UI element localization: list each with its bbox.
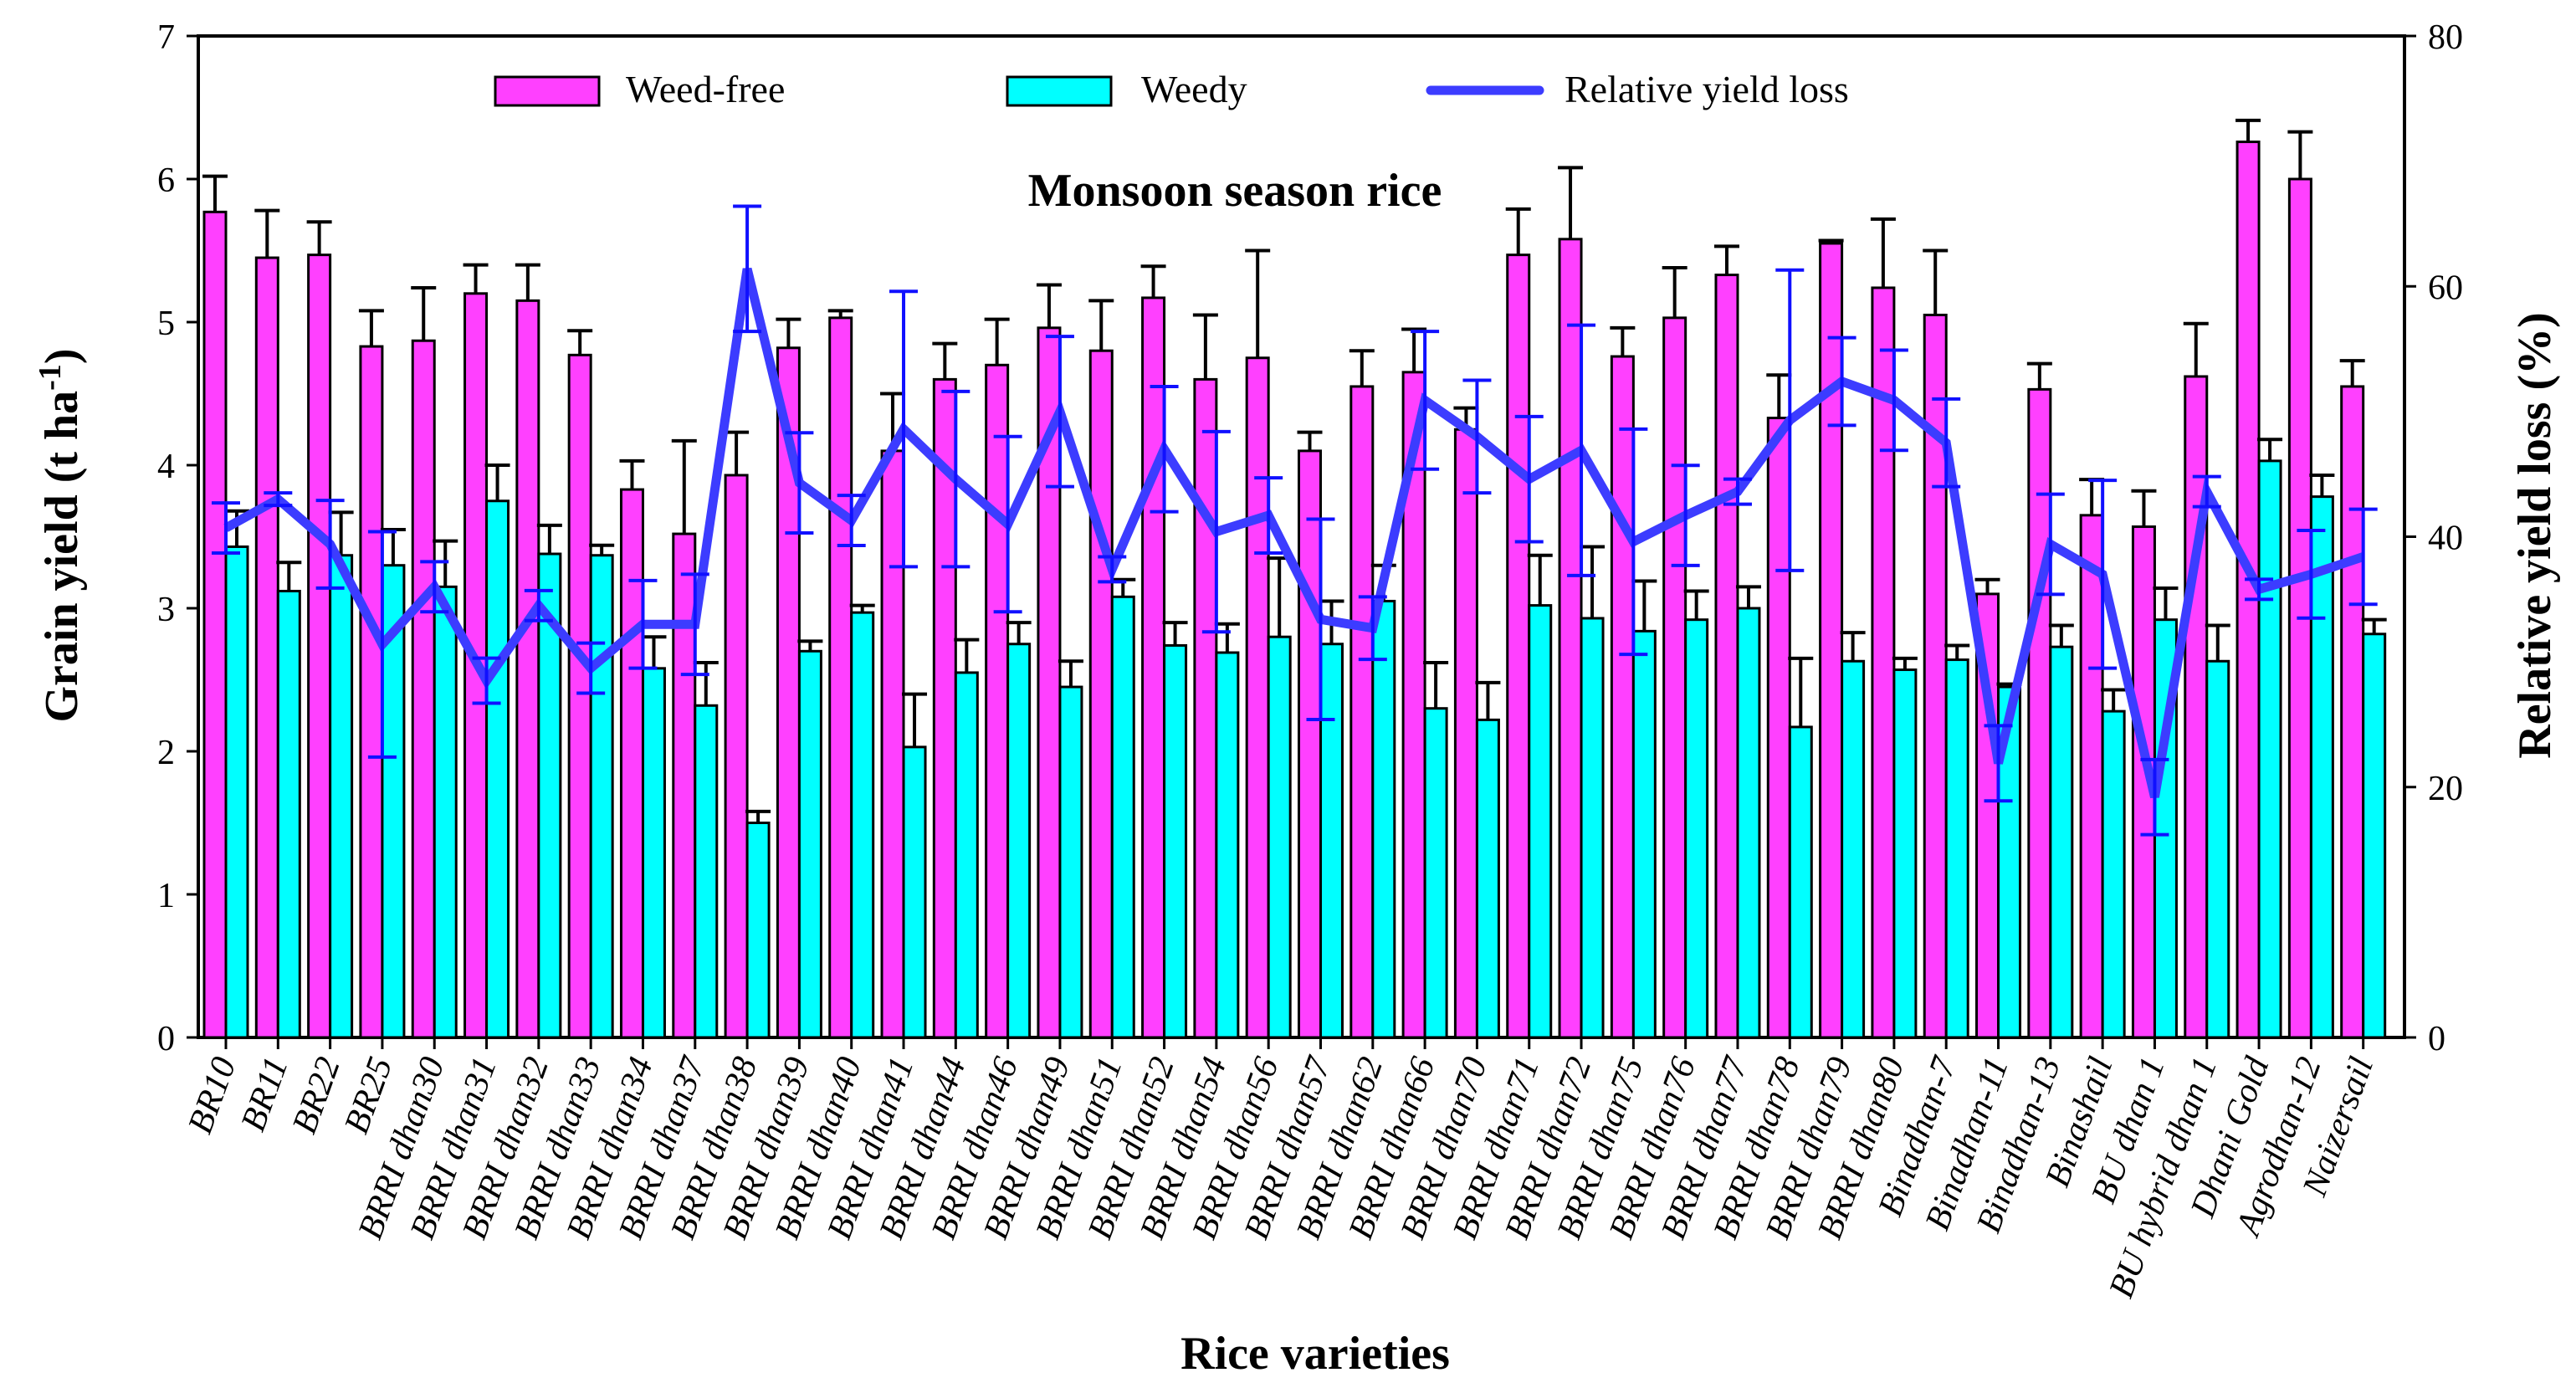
weedy-bar [1528,604,1553,1039]
y-axis-title-close: ) [36,349,88,365]
weed-free-bar [724,474,749,1039]
weed-free-bar [2027,387,2052,1039]
weed-free-bar [411,339,436,1039]
chart-title: Monsoon season rice [1028,165,1442,217]
weed-free-bar [1141,296,1166,1039]
weed-free-bar [985,363,1010,1039]
weedy-bar [433,585,458,1039]
y-tick-label: 5 [157,305,175,343]
y-tick-label: 1 [157,877,175,915]
weedy-bar [2309,495,2334,1039]
y2-tick-label: 80 [2428,18,2463,57]
weedy-bar [797,649,822,1039]
weedy-bar [1006,643,1032,1039]
legend-swatch-weed-free [494,75,601,107]
weedy-bar [2101,709,2126,1039]
y-tick-label: 3 [157,591,175,629]
weed-free-bar [1506,254,1531,1039]
weed-free-bar [828,316,853,1039]
y2-tick-label: 40 [2428,520,2463,558]
weedy-bar [589,554,614,1039]
weedy-bar [224,545,249,1039]
weedy-bar [745,822,771,1039]
x-axis-title: Rice varieties [1180,1328,1450,1380]
weed-free-bar [2079,514,2104,1039]
weed-free-bar [672,532,697,1039]
y-tick-label: 7 [157,18,175,57]
legend-label-weedy: Weedy [1141,68,1247,110]
y-tick-label: 0 [157,1020,175,1058]
weedy-bar [1684,618,1709,1039]
weed-free-bar [359,345,384,1039]
weedy-bar [1841,659,1866,1039]
weedy-bar [485,499,510,1039]
weedy-bar [902,745,927,1039]
y-axis-title-main: Grain yield (t ha [36,391,88,723]
weed-free-bar [1298,449,1322,1039]
weed-free-bar [1819,242,1844,1039]
weedy-bar [1631,629,1657,1039]
weedy-bar [850,611,875,1039]
weed-free-bar [307,254,332,1039]
weedy-bar [1788,725,1813,1039]
weedy-bar [2049,645,2074,1039]
weedy-bar [1944,658,1969,1039]
weedy-bar [1215,651,1240,1039]
legend: Weed-free Weedy Relative yield loss [494,68,1849,110]
weed-free-bar [1349,385,1375,1039]
y-axis-title: Grain yield (t ha-1) [33,349,88,723]
weed-free-bar [1766,417,1791,1039]
weed-free-bar [1714,274,1739,1039]
x-tick-label: BR10 [181,1053,243,1139]
weedy-bar [1371,599,1396,1039]
y-tick-label: 4 [157,448,175,486]
weed-free-bar [1662,316,1687,1039]
weed-free-bar [1193,377,1218,1039]
weed-free-bar [2340,385,2365,1039]
y-tick-label: 6 [157,161,175,200]
y2-tick-label: 0 [2428,1020,2445,1058]
weedy-bar [641,667,666,1039]
weed-free-bar [1610,355,1635,1039]
weedy-bar [2257,459,2282,1039]
y2-tick-label: 60 [2428,269,2463,307]
legend-label-weed-free: Weed-free [626,68,785,110]
weedy-bar [1267,635,1292,1039]
weed-free-bar [1453,428,1478,1039]
weedy-bar [2205,659,2230,1039]
weed-free-bar [1088,349,1114,1039]
weed-free-bar [1245,356,1270,1039]
weedy-bar [329,554,354,1039]
weed-free-bar [202,210,228,1039]
weed-free-bar [2287,177,2312,1039]
weed-free-bar [619,488,644,1039]
weed-free-bar [254,256,279,1039]
weedy-bar [2362,633,2387,1039]
weedy-bar [694,704,719,1039]
legend-label-relative-yield-loss: Relative yield loss [1565,68,1849,110]
y2-tick-label: 20 [2428,770,2463,808]
weedy-bar [1163,643,1188,1039]
weedy-bar [1058,685,1083,1039]
weedy-bar [276,589,301,1039]
weedy-bar [954,671,979,1039]
y2-axis-title: Relative yield loss (%) [2509,312,2561,758]
weedy-bar [1423,707,1448,1039]
y-axis-title-sup: -1 [33,364,68,391]
weedy-bar [1475,718,1500,1039]
weedy-bar [1736,607,1761,1039]
weed-free-bar [880,449,905,1039]
legend-swatch-weedy [1006,75,1113,107]
weed-free-bar [515,299,540,1039]
y-tick-label: 2 [157,734,175,772]
weedy-bar [1319,643,1344,1039]
weedy-bar [1580,617,1605,1039]
weed-free-bar [1558,238,1583,1039]
weed-free-bar [567,353,592,1039]
weedy-bar [1110,595,1135,1039]
weedy-bar [1892,668,1918,1039]
